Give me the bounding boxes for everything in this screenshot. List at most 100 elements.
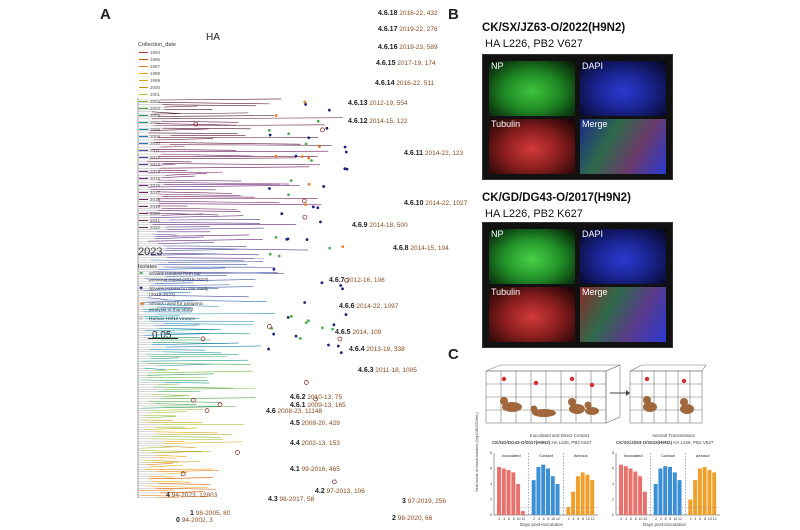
isolate-marker [307, 319, 310, 323]
legend-year-label: 1998 [150, 71, 161, 76]
tree-branch [153, 124, 325, 127]
tree-branch [155, 431, 218, 434]
clade-name: 4.6.12 [348, 118, 368, 125]
clade-name: 4.6.6 [339, 303, 355, 310]
tree-branch [167, 227, 264, 230]
bar-inoculated [501, 468, 506, 515]
bar-contact [550, 476, 555, 515]
tree-branch [151, 117, 343, 120]
tree-branch [165, 345, 261, 348]
tree-branch [163, 351, 222, 354]
tree-branch [152, 342, 239, 346]
tree-branch [149, 157, 297, 160]
phylogenetic-tree [137, 98, 349, 498]
isolate-marker [341, 287, 344, 291]
group-label: Aerosol [574, 453, 588, 458]
y-tick-label: 8 [612, 451, 614, 455]
clade-info: 97-2013, 106 [324, 488, 365, 495]
tree-branch [157, 433, 233, 436]
legend-year-label: 2017 [150, 190, 161, 195]
y-tick-label: 0 [612, 513, 614, 517]
bar-aerosol [693, 480, 698, 515]
bar-contact [653, 484, 658, 515]
x-tick-label: 6 [577, 517, 579, 521]
clade-name: 2 [392, 515, 396, 522]
tree-branch [162, 104, 256, 107]
isolate-marker [345, 167, 349, 171]
panel-c-letter: C [448, 346, 459, 363]
isolate-marker [343, 167, 347, 171]
clade-label: 4.6.3 2011-18, 1005 [358, 367, 417, 374]
clade-label: 4.6.6 2014-22, 1097 [339, 303, 398, 310]
tree-branch [163, 441, 243, 444]
tree-branch [158, 193, 241, 197]
chart2-title: CK/SX/JZ63-O/2022(H9N2) HA L226, PB2 V62… [616, 440, 714, 445]
tree-branch [138, 489, 174, 491]
tree-branch [158, 115, 274, 117]
legend-year-swatch [139, 66, 148, 68]
tree-branch [157, 454, 187, 457]
x-tick-label: 10 [586, 517, 590, 521]
isolate-marker [344, 150, 348, 154]
tree-branch [161, 207, 238, 210]
tree-branch [162, 127, 251, 130]
isolate-marker [267, 347, 271, 351]
bar-inoculated [497, 466, 501, 515]
tree-branch [147, 160, 192, 163]
clade-label: 4.6.11 2014-22, 123 [404, 150, 463, 157]
clade-name: 4 [166, 492, 170, 499]
clade-info: 2008-23, 11148 [275, 408, 323, 415]
tree-branch [170, 144, 332, 146]
tree-branch [155, 313, 275, 315]
legend-year-swatch [139, 185, 148, 187]
legend-year-swatch [139, 171, 148, 173]
isolate-marker [336, 344, 340, 348]
tree-branch [161, 175, 195, 178]
isolate-marker [303, 380, 309, 385]
legend-year-swatch [139, 220, 148, 222]
legend-year-swatch [139, 115, 148, 117]
legend-year-label: 2003 [150, 106, 161, 111]
group-label: Contact [539, 453, 554, 458]
tree-branch [155, 487, 217, 490]
tree-branch [152, 149, 237, 151]
legend-year-swatch [139, 59, 148, 61]
isolate-marker [272, 332, 276, 336]
clade-label: 4.6.1 2009-13, 165 [290, 402, 346, 409]
x-tick-label: 2 [568, 517, 570, 521]
bar-inoculated [633, 471, 638, 515]
isolate-marker-icon: ★ [139, 301, 146, 308]
clade-name: 4.2 [315, 488, 325, 495]
x-tick-label: 8 [582, 517, 584, 521]
np-image-2 [489, 229, 575, 284]
clade-label: 4.6.17 2019-22, 276 [378, 26, 438, 33]
tree-branch [155, 470, 219, 473]
clade-info: 98-2020, 66 [395, 515, 433, 522]
legend-year-swatch [139, 52, 148, 54]
clade-info: 94-2002, 3 [179, 517, 213, 524]
x-tick-label: 10 [517, 517, 521, 521]
clade-info: 2013-19, 338 [364, 346, 405, 353]
x-tick-label: 12 [713, 517, 717, 521]
tubulin-label-2: Tubulin [491, 287, 521, 297]
merge-label-2: Merge [582, 287, 608, 297]
y-tick-label: 6 [612, 467, 614, 471]
clade-label: 4.6.9 2014-18, 500 [352, 222, 408, 229]
y-tick-label: 6 [490, 467, 492, 471]
isolate-marker [320, 281, 324, 285]
tree-branch [159, 267, 226, 270]
tree-branch [150, 215, 244, 218]
tree-branch [153, 271, 284, 274]
isolate-marker [327, 343, 330, 347]
clade-name: 4.4 [290, 440, 300, 447]
tree-branch [141, 406, 219, 409]
tree-branch [153, 138, 213, 141]
y-tick-label: 4 [612, 482, 614, 486]
isolate-marker [268, 187, 271, 190]
clade-label: 4.6.10 2014-22, 1027 [404, 200, 467, 207]
tree-branch [163, 183, 280, 186]
clade-info: 98-2017, 58 [277, 496, 315, 503]
clade-name: 4.5 [290, 420, 300, 427]
ferrets [500, 396, 694, 417]
